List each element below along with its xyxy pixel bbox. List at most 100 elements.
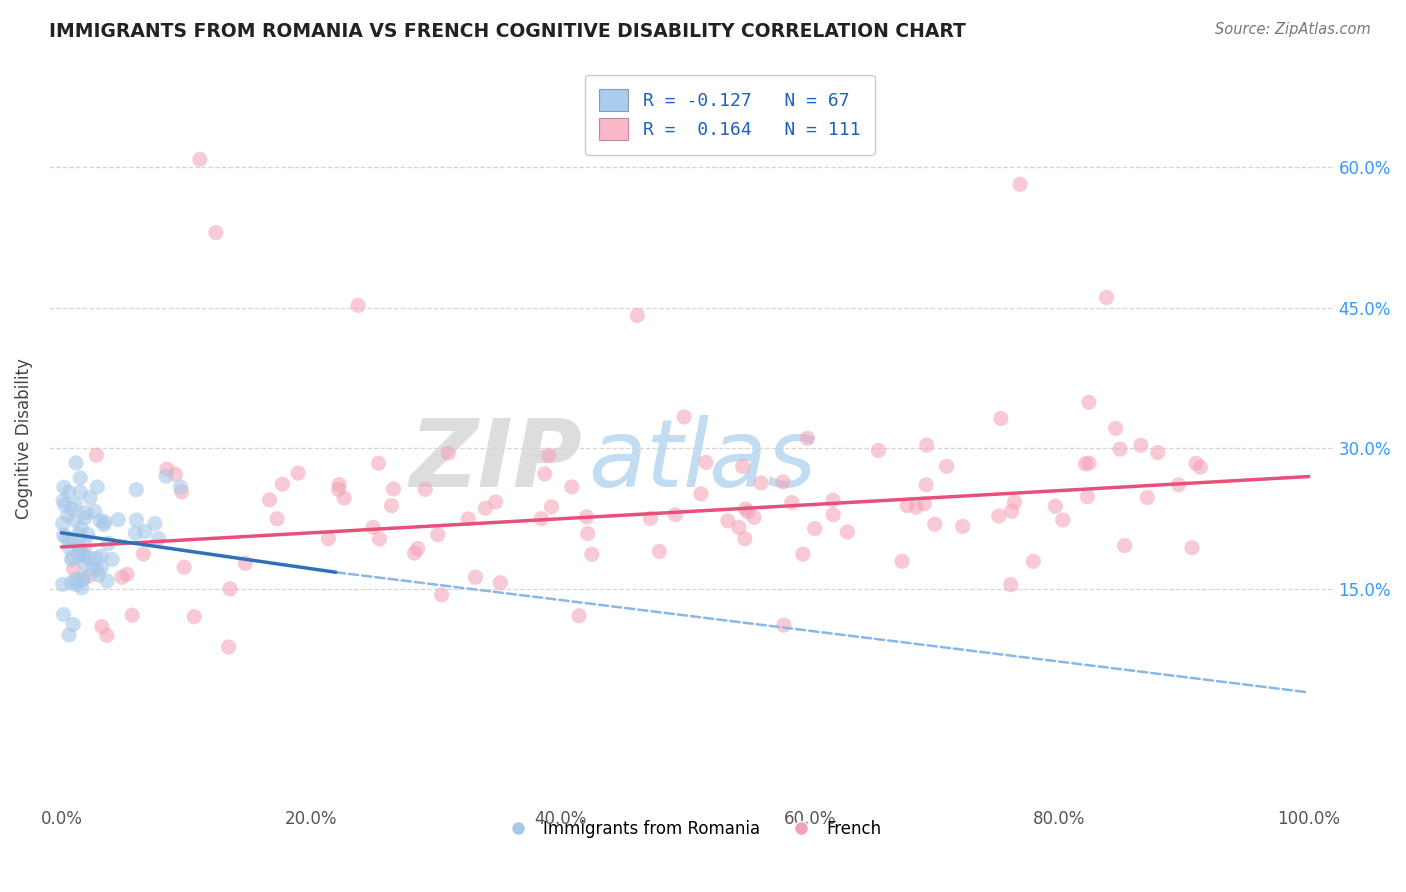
Point — [896, 499, 918, 513]
Point — [73, 549, 96, 563]
Point — [63, 514, 86, 528]
Point — [695, 455, 717, 469]
Point — [347, 298, 370, 312]
Point — [485, 495, 508, 509]
Point — [69, 541, 91, 556]
Point — [1167, 478, 1189, 492]
Point — [734, 502, 756, 516]
Point — [65, 498, 87, 512]
Point — [727, 520, 749, 534]
Point — [67, 527, 90, 541]
Point — [772, 475, 794, 489]
Point — [70, 521, 93, 535]
Point — [69, 485, 91, 500]
Point — [60, 576, 83, 591]
Point — [823, 508, 845, 522]
Point — [731, 459, 754, 474]
Point — [1181, 541, 1204, 555]
Point — [413, 483, 436, 497]
Point — [90, 560, 112, 574]
Point — [55, 531, 77, 545]
Point — [86, 448, 108, 462]
Point — [52, 528, 75, 542]
Point — [93, 517, 115, 532]
Point — [749, 475, 772, 490]
Point — [115, 567, 138, 582]
Point — [575, 509, 598, 524]
Point — [530, 511, 553, 525]
Point — [1104, 421, 1126, 435]
Point — [169, 480, 191, 494]
Point — [58, 485, 80, 500]
Point — [382, 482, 405, 496]
Point — [124, 526, 146, 541]
Point — [52, 577, 75, 591]
Point — [111, 570, 134, 584]
Point — [648, 544, 671, 558]
Point — [772, 618, 794, 632]
Point — [1010, 178, 1032, 192]
Point — [53, 498, 76, 512]
Point — [1000, 577, 1022, 591]
Point — [1136, 491, 1159, 505]
Point — [568, 608, 591, 623]
Point — [1078, 456, 1101, 470]
Point — [143, 516, 166, 531]
Point — [987, 508, 1010, 523]
Point — [84, 551, 107, 566]
Legend: Immigrants from Romania, French: Immigrants from Romania, French — [495, 813, 889, 844]
Point — [77, 569, 100, 583]
Point — [259, 492, 281, 507]
Point — [73, 511, 96, 525]
Text: Source: ZipAtlas.com: Source: ZipAtlas.com — [1215, 22, 1371, 37]
Point — [170, 484, 193, 499]
Point — [561, 480, 583, 494]
Point — [328, 477, 350, 491]
Point — [82, 559, 104, 574]
Point — [1004, 495, 1026, 509]
Point — [62, 550, 84, 565]
Point — [65, 456, 87, 470]
Point — [52, 607, 75, 622]
Point — [792, 547, 814, 561]
Text: IMMIGRANTS FROM ROMANIA VS FRENCH COGNITIVE DISABILITY CORRELATION CHART: IMMIGRANTS FROM ROMANIA VS FRENCH COGNIT… — [49, 22, 966, 41]
Point — [96, 574, 118, 588]
Point — [96, 628, 118, 642]
Point — [404, 546, 426, 560]
Point — [148, 532, 170, 546]
Point — [990, 411, 1012, 425]
Point — [737, 505, 759, 519]
Point — [72, 548, 94, 562]
Point — [952, 519, 974, 533]
Point — [380, 499, 402, 513]
Point — [65, 572, 87, 586]
Point — [581, 547, 603, 561]
Point — [361, 520, 384, 534]
Point — [318, 532, 340, 546]
Point — [1189, 460, 1212, 475]
Point — [1045, 500, 1067, 514]
Y-axis label: Cognitive Disability: Cognitive Disability — [15, 359, 32, 519]
Point — [464, 570, 486, 584]
Point — [59, 541, 82, 555]
Point — [79, 491, 101, 505]
Point — [60, 502, 83, 516]
Point — [935, 459, 957, 474]
Point — [72, 571, 94, 585]
Point — [156, 462, 179, 476]
Point — [742, 510, 765, 524]
Point — [97, 536, 120, 550]
Point — [90, 549, 112, 563]
Point — [328, 483, 350, 497]
Point — [1185, 457, 1208, 471]
Point — [287, 466, 309, 480]
Point — [430, 588, 453, 602]
Point — [837, 524, 859, 539]
Point — [868, 443, 890, 458]
Point — [367, 456, 389, 470]
Text: atlas: atlas — [589, 416, 817, 507]
Point — [796, 431, 818, 445]
Point — [56, 508, 79, 523]
Point — [803, 522, 825, 536]
Point — [533, 467, 555, 481]
